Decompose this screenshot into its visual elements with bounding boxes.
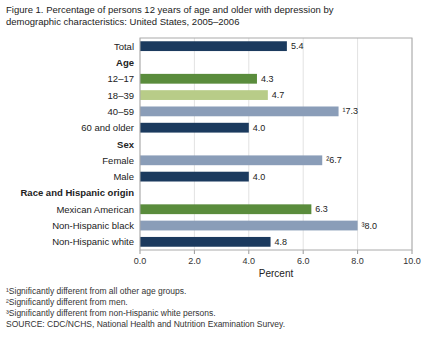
bar bbox=[140, 74, 257, 84]
tick-label: 8.0 bbox=[351, 256, 364, 266]
bar bbox=[140, 204, 311, 214]
tick-label: 10.0 bbox=[403, 256, 421, 266]
data-label: ³8.0 bbox=[362, 221, 378, 231]
category-label: 40–59 bbox=[108, 106, 134, 117]
category-label: Mexican American bbox=[56, 204, 134, 215]
footnote: SOURCE: CDC/NCHS, National Health and Nu… bbox=[6, 319, 285, 329]
x-axis-label: Percent bbox=[259, 268, 294, 279]
category-label: Total bbox=[114, 41, 134, 52]
grid-line bbox=[248, 38, 249, 250]
bar bbox=[140, 123, 249, 133]
bar bbox=[140, 41, 287, 51]
grid-line bbox=[303, 38, 304, 250]
category-label: Non-Hispanic white bbox=[52, 236, 134, 247]
category-label: 18–39 bbox=[108, 90, 134, 101]
category-label: Female bbox=[102, 155, 134, 166]
category-label: 12–17 bbox=[108, 73, 134, 84]
data-label: ¹7.3 bbox=[343, 106, 359, 116]
bar bbox=[140, 172, 249, 182]
bars bbox=[140, 41, 358, 246]
plot-area bbox=[140, 38, 412, 250]
data-label: 4.8 bbox=[275, 237, 288, 247]
data-label: 6.3 bbox=[315, 204, 328, 214]
bar bbox=[140, 90, 268, 100]
bar bbox=[140, 106, 339, 116]
tick-label: 6.0 bbox=[297, 256, 310, 266]
category-label: Sex bbox=[117, 139, 135, 150]
tick-mark bbox=[140, 250, 141, 254]
tick-mark bbox=[303, 250, 304, 254]
grid-line bbox=[357, 38, 358, 250]
category-label: 60 and older bbox=[81, 122, 134, 133]
data-label: ²6.7 bbox=[326, 155, 342, 165]
plot-frame bbox=[140, 38, 412, 250]
data-label: 4.7 bbox=[272, 90, 285, 100]
category-label: Non-Hispanic black bbox=[52, 220, 134, 231]
background bbox=[0, 0, 440, 340]
tick-mark bbox=[357, 250, 358, 254]
tick-mark bbox=[248, 250, 249, 254]
tick-mark bbox=[194, 250, 195, 254]
data-label: 4.0 bbox=[253, 123, 266, 133]
tick-label: 2.0 bbox=[188, 256, 201, 266]
category-label: Age bbox=[116, 57, 134, 68]
data-label: 5.4 bbox=[291, 41, 304, 51]
bar bbox=[140, 221, 358, 231]
tick-label: 4.0 bbox=[243, 256, 256, 266]
data-label: 4.0 bbox=[253, 172, 266, 182]
bar bbox=[140, 237, 271, 247]
subtitle: demographic characteristics: United Stat… bbox=[6, 16, 239, 27]
chart: Figure 1. Percentage of persons 12 years… bbox=[0, 0, 440, 340]
tick-mark bbox=[412, 250, 413, 254]
grid-line bbox=[194, 38, 195, 250]
tick-label: 0.0 bbox=[134, 256, 147, 266]
footnote: ²Significantly different from men. bbox=[6, 297, 128, 307]
footnote: ³Significantly different from non-Hispan… bbox=[6, 308, 216, 318]
data-label: 4.3 bbox=[261, 74, 274, 84]
footnote: ¹Significantly different from all other … bbox=[6, 286, 186, 296]
bar bbox=[140, 155, 322, 165]
title: Figure 1. Percentage of persons 12 years… bbox=[6, 4, 334, 15]
page: {"chart_data": { "type": "bar", "orienta… bbox=[0, 0, 440, 340]
category-label: Male bbox=[113, 171, 134, 182]
category-label: Race and Hispanic origin bbox=[21, 187, 135, 198]
